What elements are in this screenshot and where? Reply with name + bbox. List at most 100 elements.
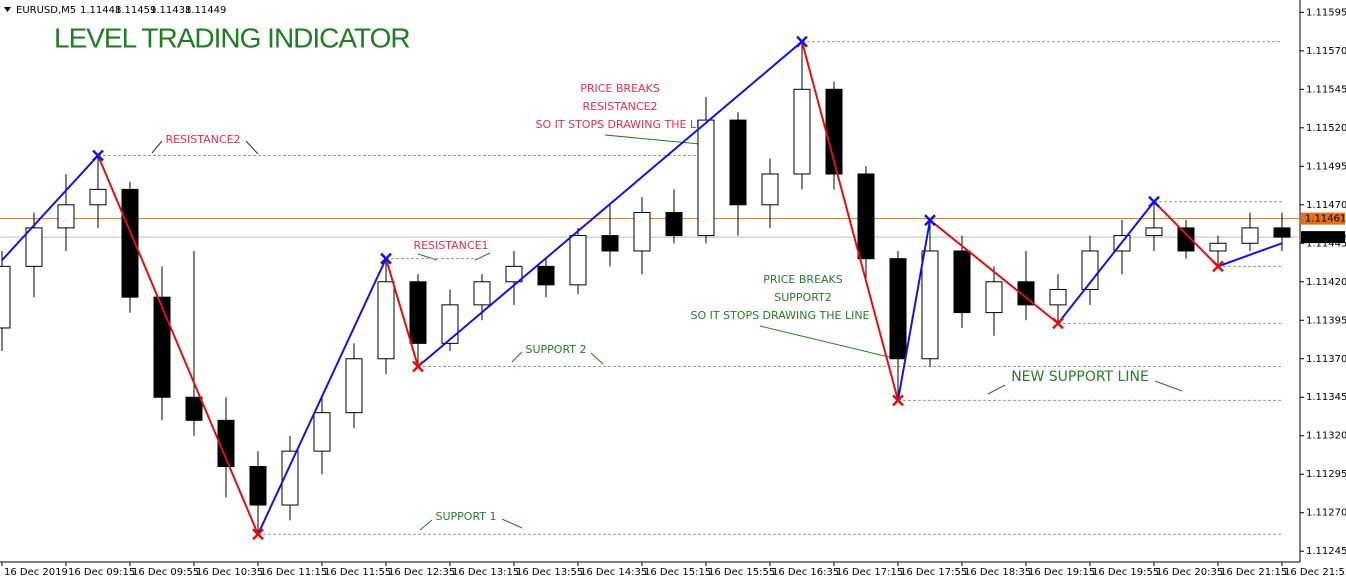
ohlc-open: 1.11448 bbox=[80, 5, 121, 16]
price-tag bbox=[1301, 212, 1345, 225]
y-tick-label: 1.11545 bbox=[1306, 84, 1346, 95]
annotation: RESISTANCE2 bbox=[582, 100, 657, 113]
symbol: EURUSD,M5 bbox=[16, 5, 76, 16]
pointer bbox=[759, 325, 894, 359]
candle-body bbox=[89, 188, 107, 206]
candle-body bbox=[1081, 250, 1099, 290]
zigzag-segment bbox=[1153, 201, 1219, 268]
x-tick-label: 16 Dec 19:55 bbox=[1092, 567, 1159, 578]
y-tick-label: 1.11320 bbox=[1306, 431, 1346, 442]
annotation: SUPPORT 2 bbox=[525, 343, 586, 356]
candle-body bbox=[441, 304, 459, 344]
pointer bbox=[1154, 380, 1183, 392]
price-tag-label: 1.11449 bbox=[1305, 232, 1346, 243]
x-tick-label: 16 Dec 17:55 bbox=[900, 567, 967, 578]
y-tick-label: 1.11270 bbox=[1306, 508, 1346, 519]
pivot-marker bbox=[1148, 195, 1160, 208]
candle-body bbox=[0, 265, 11, 329]
pivot-marker bbox=[252, 528, 264, 541]
pivot-marker bbox=[1212, 260, 1224, 273]
x-tick-label: 16 Dec 10:35 bbox=[196, 567, 263, 578]
candle-body bbox=[505, 265, 523, 283]
pointer bbox=[501, 518, 523, 529]
y-tick-label: 1.11345 bbox=[1306, 392, 1346, 403]
x-tick-label: 16 Dec 21:15 bbox=[1220, 567, 1287, 578]
candle-body bbox=[793, 88, 811, 175]
candle-body bbox=[729, 119, 747, 206]
y-tick-label: 1.11370 bbox=[1306, 354, 1346, 365]
candle-body bbox=[1273, 227, 1291, 238]
zigzag-segment bbox=[1057, 201, 1155, 324]
ohlc-low: 1.11438 bbox=[150, 5, 191, 16]
zigzag-segment bbox=[801, 41, 899, 401]
candle-body bbox=[569, 235, 587, 286]
pointer bbox=[419, 519, 433, 531]
x-tick-label: 16 Dec 15:15 bbox=[644, 567, 711, 578]
x-tick-label: 16 Dec 20:35 bbox=[1156, 567, 1223, 578]
annotation: NEW SUPPORT LINE bbox=[1011, 369, 1149, 385]
candle-body bbox=[1241, 227, 1259, 244]
candle-body bbox=[345, 358, 363, 414]
annotation: RESISTANCE1 bbox=[413, 239, 488, 252]
pointer bbox=[987, 384, 1006, 395]
candle-body bbox=[633, 211, 651, 252]
zigzag-segment bbox=[417, 40, 803, 368]
pivot-marker bbox=[92, 149, 104, 162]
zigzag-segment bbox=[897, 220, 931, 401]
x-tick-label: 16 Dec 18:35 bbox=[964, 567, 1031, 578]
x-tick-label: 16 Dec 19:15 bbox=[1028, 567, 1095, 578]
candle-body bbox=[953, 250, 971, 314]
y-tick-label: 1.11470 bbox=[1306, 200, 1346, 211]
pointer bbox=[151, 140, 163, 154]
y-tick-label: 1.11495 bbox=[1306, 161, 1346, 172]
candle-body bbox=[409, 281, 427, 344]
x-tick-label: 16 Dec 16:35 bbox=[772, 567, 839, 578]
x-tick-label: 16 Dec 11:55 bbox=[324, 567, 391, 578]
candle-body bbox=[25, 227, 43, 267]
candle-body bbox=[185, 396, 203, 421]
price-tag bbox=[1301, 231, 1345, 244]
candle-body bbox=[697, 119, 715, 237]
annotation: SO IT STOPS DRAWING THE LINE bbox=[690, 309, 869, 322]
candle-body bbox=[1017, 281, 1035, 306]
x-tick-label: 16 Dec 13:15 bbox=[452, 567, 519, 578]
x-tick-label: 16 Dec 15:55 bbox=[708, 567, 775, 578]
candle-body bbox=[761, 173, 779, 206]
y-tick-label: 1.11520 bbox=[1306, 123, 1346, 134]
candle-body bbox=[1177, 227, 1195, 252]
candle-body bbox=[1049, 288, 1067, 306]
candle-body bbox=[153, 296, 171, 398]
zigzag-segment bbox=[1, 154, 99, 261]
zigzag-segment bbox=[929, 219, 1059, 325]
candle-body bbox=[473, 281, 491, 306]
y-tick-label: 1.11295 bbox=[1306, 469, 1346, 480]
ohlc-high: 1.11459 bbox=[115, 5, 156, 16]
pointer bbox=[245, 140, 259, 155]
y-tick-label: 1.11445 bbox=[1306, 238, 1346, 249]
annotation: PRICE BREAKS bbox=[580, 82, 660, 95]
x-tick-label: 16 Dec 14:35 bbox=[580, 567, 647, 578]
y-tick-label: 1.11395 bbox=[1306, 315, 1346, 326]
annotation: SO IT STOPS DRAWING THE LINE bbox=[535, 118, 714, 131]
menu-arrow[interactable] bbox=[4, 7, 11, 12]
y-tick-label: 1.11245 bbox=[1306, 546, 1346, 557]
annotation: SUPPORT2 bbox=[774, 291, 832, 304]
candle-body bbox=[1145, 227, 1163, 237]
candle-body bbox=[665, 211, 683, 237]
y-tick-label: 1.11570 bbox=[1306, 46, 1346, 57]
candle-body bbox=[601, 235, 619, 252]
pivot-marker bbox=[796, 35, 808, 48]
candle-body bbox=[889, 258, 907, 360]
x-tick-label: 16 Dec 11:15 bbox=[260, 567, 327, 578]
candle-body bbox=[217, 419, 235, 468]
annotations: RESISTANCE2 PRICE BREAKS RESISTANCE2 SO … bbox=[151, 82, 1183, 531]
candle-body bbox=[857, 173, 875, 260]
pivot-marker bbox=[380, 252, 392, 265]
candle-body bbox=[377, 281, 395, 360]
x-tick-label: 16 Dec 13:55 bbox=[516, 567, 583, 578]
candle-body bbox=[985, 281, 1003, 314]
chart-title: LEVEL TRADING INDICATOR bbox=[54, 22, 410, 53]
y-tick-label: 1.11420 bbox=[1306, 277, 1346, 288]
zigzag-segment bbox=[257, 258, 387, 535]
